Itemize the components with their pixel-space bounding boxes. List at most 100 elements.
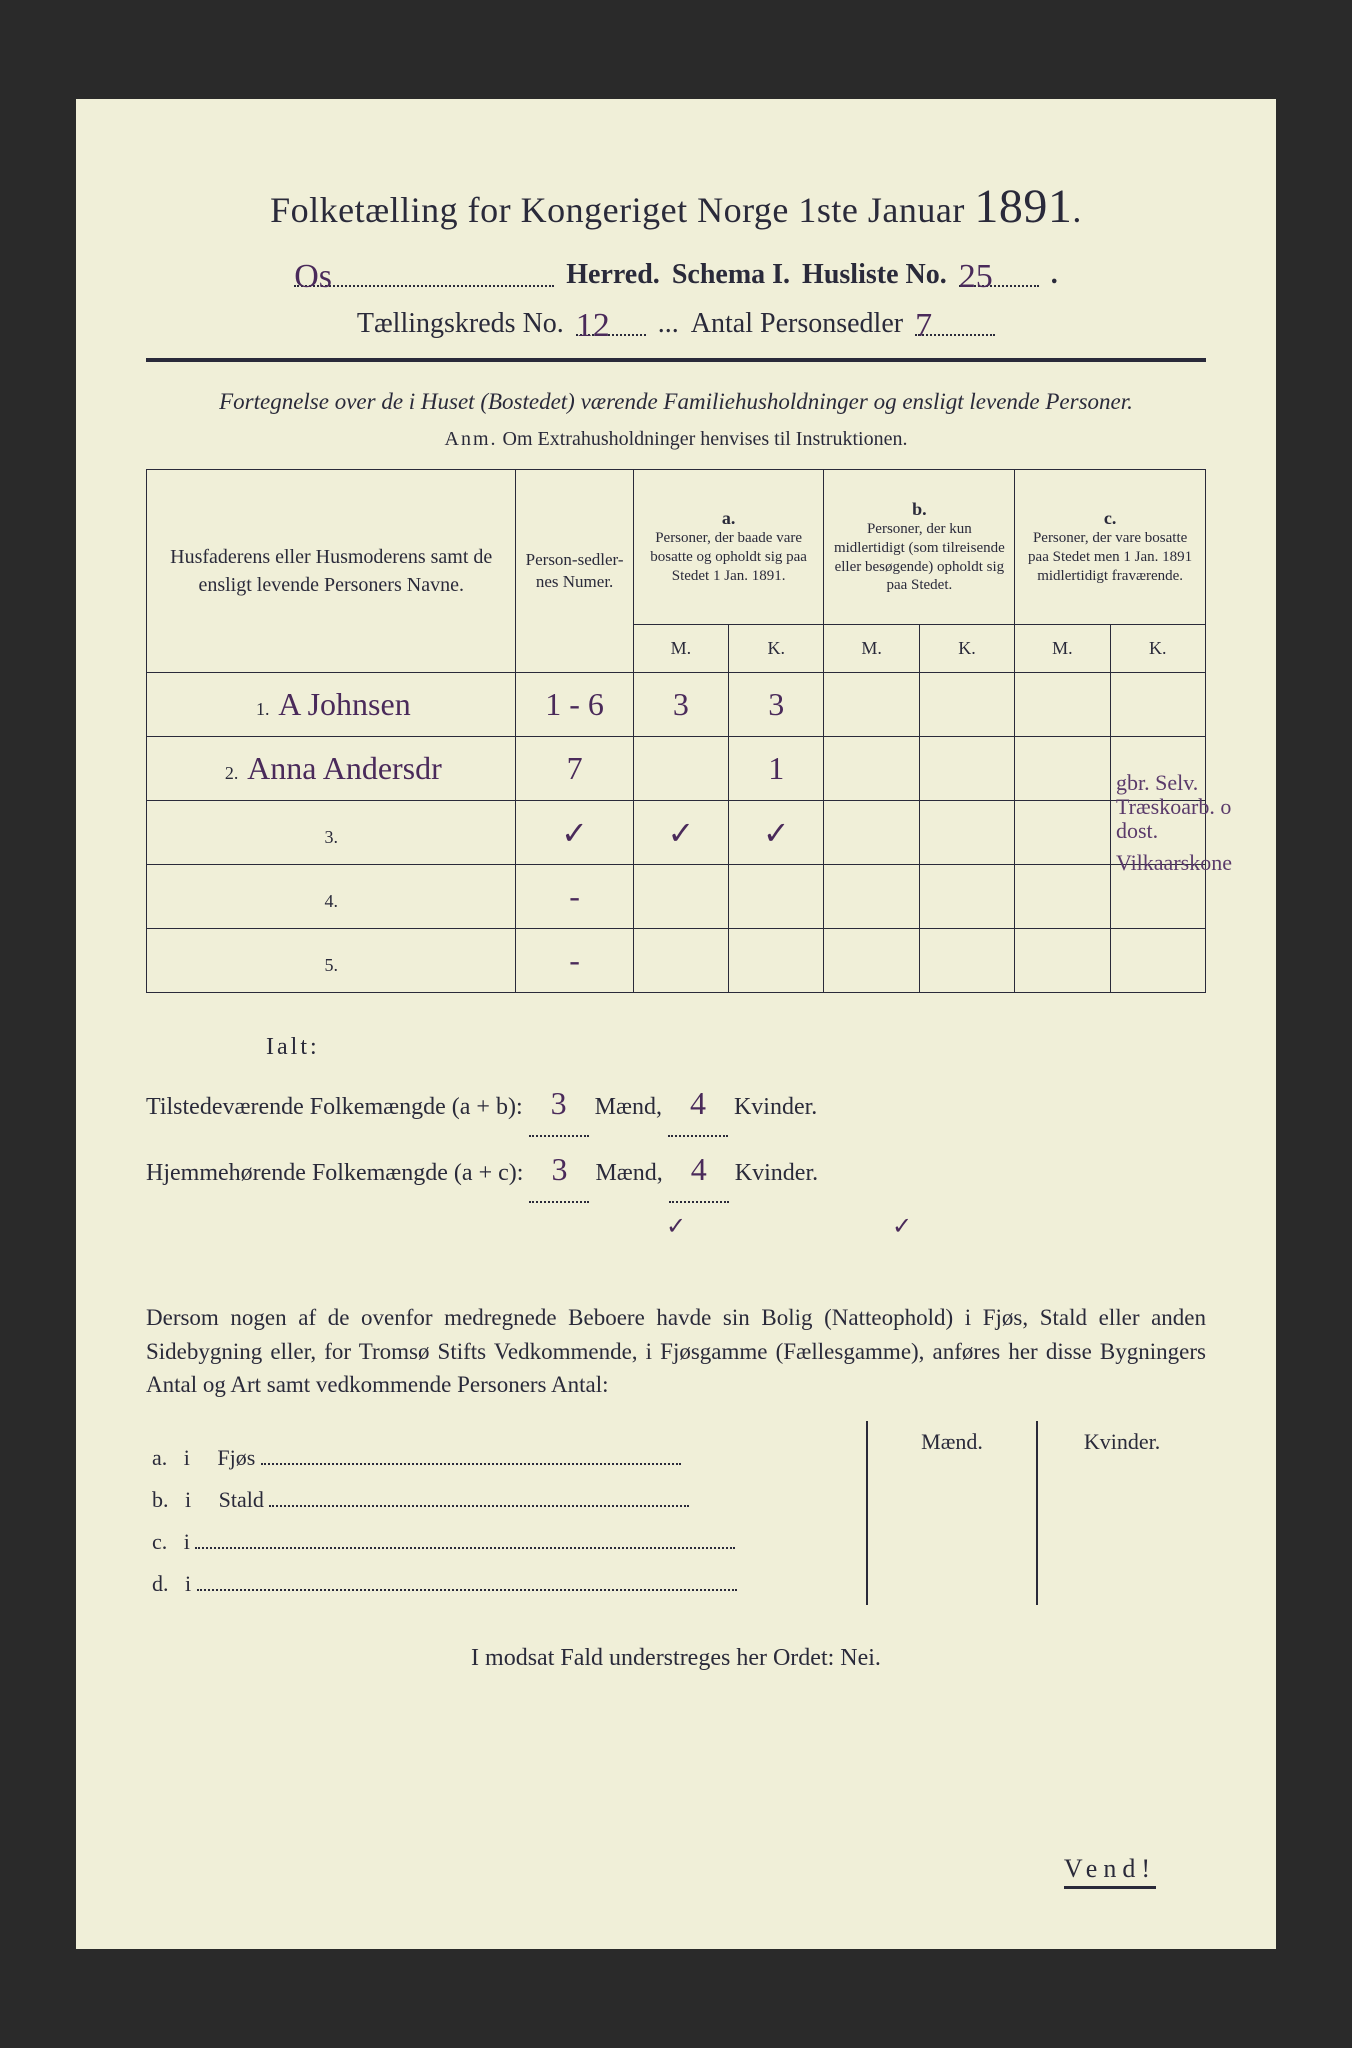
side-building-table: Mænd. Kvinder. a. i Fjøs b. i Stald c. i…	[146, 1421, 1206, 1605]
cell-b-m	[824, 929, 919, 993]
herred-label: Herred.	[566, 259, 660, 291]
cell-a-k: 3	[729, 673, 824, 737]
cell-c-m	[1015, 737, 1110, 801]
cell-c-m	[1015, 865, 1110, 929]
herred-field: Os	[294, 254, 554, 287]
kreds-field: 12	[576, 303, 646, 336]
personsedler-field: 7	[915, 303, 995, 336]
cell-c-m	[1015, 801, 1110, 865]
check-1: ✓	[666, 1203, 796, 1251]
th-b-k: K.	[919, 624, 1014, 672]
margin-note-1: gbr. Selv. Træskoarb. o dost.	[1116, 771, 1246, 844]
table-row: 5. -	[147, 929, 1206, 993]
cell-num: -	[516, 865, 633, 929]
table-row: 2. Anna Andersdr7 1	[147, 737, 1206, 801]
cell-c-m	[1015, 673, 1110, 737]
margin-note-2: Vilkaarskone	[1116, 851, 1246, 875]
cell-b-m	[824, 801, 919, 865]
kvinder-label-2: Kvinder.	[735, 1160, 818, 1186]
cell-b-k	[919, 673, 1014, 737]
cell-c-k	[1110, 673, 1205, 737]
cell-num: 7	[516, 737, 633, 801]
cell-a-m	[633, 737, 728, 801]
maend-label-1: Mænd,	[595, 1094, 662, 1120]
totals-v1-m: 3	[551, 1085, 567, 1121]
anm-text: Om Extrahusholdninger henvises til Instr…	[503, 428, 908, 450]
husliste-field: 25	[959, 254, 1039, 287]
table-row: 1. A Johnsen1 - 633	[147, 673, 1206, 737]
header-row-1: Os Herred. Schema I. Husliste No. 25 .	[146, 254, 1206, 291]
kreds-value: 12	[576, 307, 610, 344]
title-dot: .	[1072, 190, 1082, 230]
kreds-label: Tællingskreds No.	[357, 308, 564, 340]
cell-a-k	[729, 865, 824, 929]
th-c-m: M.	[1015, 624, 1110, 672]
cell-b-m	[824, 673, 919, 737]
totals-block: Ialt: Tilstedeværende Folkemængde (a + b…	[146, 1023, 1206, 1251]
th-names: Husfaderens eller Husmoderens samt de en…	[147, 470, 516, 673]
title-year: 1891	[974, 180, 1072, 233]
title-text: Folketælling for Kongeriget Norge 1ste J…	[270, 190, 965, 230]
cell-a-k: ✓	[729, 801, 824, 865]
cell-name: 2. Anna Andersdr	[147, 737, 516, 801]
cell-a-m	[633, 865, 728, 929]
instruction-text: Fortegnelse over de i Huset (Bostedet) v…	[146, 386, 1206, 418]
lower-kvinder: Kvinder.	[1037, 1421, 1206, 1605]
th-c-k: K.	[1110, 624, 1205, 672]
side-building-paragraph: Dersom nogen af de ovenfor medregnede Be…	[146, 1301, 1206, 1401]
kvinder-label-1: Kvinder.	[734, 1094, 817, 1120]
cell-b-k	[919, 737, 1014, 801]
anm-label: Anm.	[445, 428, 498, 450]
cell-a-k	[729, 929, 824, 993]
divider	[146, 358, 1206, 362]
cell-a-m: 3	[633, 673, 728, 737]
th-a: a. Personer, der baade vare bosatte og o…	[633, 470, 824, 625]
cell-name: 5.	[147, 929, 516, 993]
totals-v2-k: 4	[691, 1151, 707, 1187]
th-a-k: K.	[729, 624, 824, 672]
check-2: ✓	[802, 1203, 972, 1251]
cell-b-m	[824, 737, 919, 801]
cell-b-k	[919, 865, 1014, 929]
cell-name: 4.	[147, 865, 516, 929]
husliste-label: Husliste No.	[802, 259, 947, 291]
cell-a-m: ✓	[633, 801, 728, 865]
cell-a-m	[633, 929, 728, 993]
cell-b-k	[919, 929, 1014, 993]
vend-label: Vend!	[1064, 1854, 1156, 1889]
anm-line: Anm. Om Extrahusholdninger henvises til …	[146, 428, 1206, 451]
totals-v1-k: 4	[690, 1085, 706, 1121]
bottom-line: I modsat Fald understreges her Ordet: Ne…	[146, 1645, 1206, 1672]
schema-label: Schema I.	[672, 259, 790, 291]
personsedler-label: Antal Personsedler	[691, 308, 903, 340]
th-b: b. Personer, der kun midlertidigt (som t…	[824, 470, 1015, 625]
cell-b-k	[919, 801, 1014, 865]
cell-c-m	[1015, 929, 1110, 993]
cell-num: 1 - 6	[516, 673, 633, 737]
maend-label-2: Mænd,	[595, 1160, 662, 1186]
table-row: 3. ✓✓✓	[147, 801, 1206, 865]
th-num: Person-sedler-nes Numer.	[516, 470, 633, 673]
cell-num: ✓	[516, 801, 633, 865]
table-row: 4. -	[147, 865, 1206, 929]
census-form-page: Folketælling for Kongeriget Norge 1ste J…	[76, 99, 1276, 1949]
th-b-m: M.	[824, 624, 919, 672]
herred-value: Os	[294, 258, 332, 295]
cell-name: 1. A Johnsen	[147, 673, 516, 737]
cell-num: -	[516, 929, 633, 993]
form-title: Folketælling for Kongeriget Norge 1ste J…	[146, 179, 1206, 234]
cell-c-k	[1110, 929, 1205, 993]
th-c: c. Personer, der vare bosatte paa Stedet…	[1015, 470, 1206, 625]
th-a-m: M.	[633, 624, 728, 672]
ialt-label: Ialt:	[266, 1023, 376, 1071]
totals-v2-m: 3	[551, 1151, 567, 1187]
cell-b-m	[824, 865, 919, 929]
cell-name: 3.	[147, 801, 516, 865]
personsedler-value: 7	[915, 307, 932, 344]
totals-line2-label: Hjemmehørende Folkemængde (a + c):	[146, 1160, 523, 1186]
husliste-value: 25	[959, 258, 993, 295]
cell-a-k: 1	[729, 737, 824, 801]
lower-maend: Mænd.	[867, 1421, 1037, 1605]
household-table: Husfaderens eller Husmoderens samt de en…	[146, 469, 1206, 993]
header-row-2: Tællingskreds No. 12 ... Antal Personsed…	[146, 303, 1206, 340]
